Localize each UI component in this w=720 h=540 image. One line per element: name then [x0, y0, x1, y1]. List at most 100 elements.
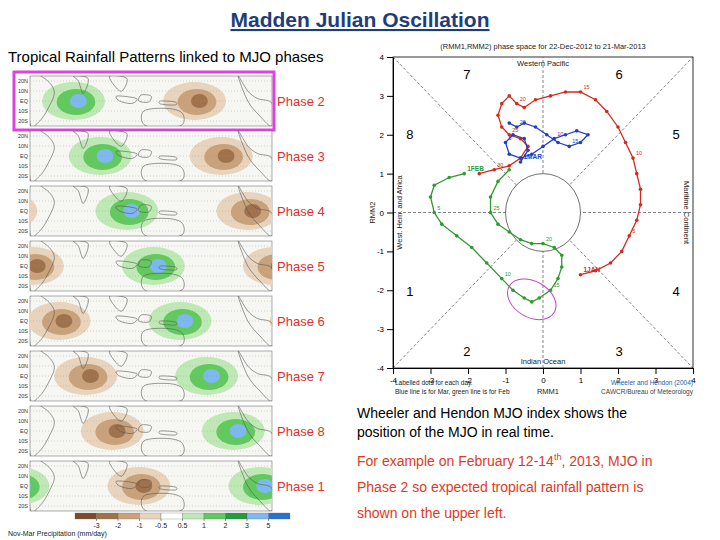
panel-title: Tropical Rainfall Patterns linked to MJO… — [8, 48, 323, 65]
day-dot — [507, 152, 511, 156]
tick-label: 1 — [579, 376, 584, 385]
latitude-label: 10S — [18, 273, 28, 279]
coastline — [109, 296, 127, 311]
colorbar-segment — [204, 513, 226, 519]
day-dot — [477, 172, 481, 176]
day-dot — [511, 133, 515, 137]
rainfall-panel: 20N10NEQ10S20SPhase 5 — [0, 238, 427, 293]
tick-mark — [618, 368, 619, 374]
day-dot — [530, 300, 534, 304]
latitude-line — [30, 156, 272, 157]
day-dot — [575, 129, 579, 133]
point-labels: 1JAN510152025301FEB5101520251MAR5101520 — [437, 84, 642, 288]
latitude-label: 10N — [18, 143, 28, 149]
colorbar-tick-label: 1 — [202, 522, 206, 529]
day-label: 5 — [509, 135, 512, 141]
highlight-ellipse — [500, 271, 563, 328]
day-dot — [537, 296, 541, 300]
colorbar-tick — [268, 519, 269, 521]
region-label: Maritime Continent — [682, 181, 691, 245]
latitude-label: 10N — [18, 253, 28, 259]
colorbar-segment — [118, 513, 140, 519]
rainfall-blobs — [30, 76, 272, 126]
coastline — [138, 95, 151, 103]
latitude-line — [30, 286, 272, 287]
coastline — [109, 406, 127, 421]
day-dot — [635, 218, 639, 222]
axis-tick: -4 — [377, 364, 393, 373]
tick-label: 4 — [380, 53, 385, 62]
latitude-line — [30, 136, 272, 137]
colorbar: -3-2-1-0.50.51235Nov-Mar Precipitation (… — [8, 513, 290, 538]
coastline — [159, 376, 177, 380]
phase-number: 8 — [406, 127, 413, 142]
coastline — [159, 156, 177, 160]
tick-mark — [387, 290, 393, 291]
panel-background — [30, 131, 272, 181]
day-dot — [579, 273, 583, 277]
colorbar-tick — [204, 519, 205, 521]
latitude-line — [30, 451, 272, 452]
colorbar-segment — [247, 513, 269, 519]
tick-mark — [468, 368, 469, 374]
colorbar-segment — [183, 513, 205, 519]
note-text: shown on the upper left. — [357, 505, 506, 521]
latitude-line — [30, 201, 272, 202]
tick-label: -1 — [502, 376, 510, 385]
colorbar-tick-label: 2 — [224, 522, 228, 529]
latitude-label: EQ — [20, 483, 29, 489]
latitude-line — [30, 176, 272, 177]
coastline — [159, 321, 177, 325]
latitude-line — [30, 231, 272, 232]
note-text: position of the MJO in real time. — [357, 424, 554, 440]
colorbar-segment — [75, 513, 97, 519]
latitude-line — [30, 386, 272, 387]
tick-mark — [581, 368, 582, 374]
note-text: For example on February 12-14 — [357, 453, 554, 469]
day-dot — [455, 234, 459, 238]
rainfall-anomaly — [30, 247, 64, 285]
day-dot — [560, 253, 564, 257]
day-dot — [489, 211, 493, 215]
latitude-line — [30, 276, 272, 277]
day-label: 20 — [520, 119, 526, 125]
colorbar-tick-label: -2 — [115, 522, 121, 529]
colorbar-tick-label: -1 — [136, 522, 142, 529]
trajectory-line — [431, 170, 562, 302]
phase-label: Phase 5 — [277, 259, 325, 274]
day-dot — [564, 90, 568, 94]
day-dot — [515, 102, 519, 106]
colorbar-tick-label: 3 — [245, 522, 249, 529]
day-dot — [631, 156, 635, 160]
coastline — [138, 150, 151, 158]
phase-number: 3 — [615, 344, 622, 359]
chart-title: (RMM1,RMM2) phase space for 22-Dec-2012 … — [440, 42, 646, 51]
latitude-label: EQ — [20, 373, 29, 379]
day-dot — [447, 176, 451, 180]
latitude-line — [30, 376, 272, 377]
latitude-label: 20N — [18, 133, 28, 139]
phase-number: 2 — [463, 344, 470, 359]
axis-tick: 3 — [380, 92, 393, 101]
coastline — [116, 261, 137, 269]
y-axis: -4-3-2-101234 — [377, 53, 394, 373]
latitude-label: EQ — [20, 98, 29, 104]
credit: Wheeler and Hendon (2004) — [611, 379, 693, 387]
latitude-line — [30, 91, 272, 92]
phase-label: Phase 8 — [277, 424, 325, 439]
latitude-line — [30, 81, 272, 82]
latitude-label: 20S — [18, 118, 28, 124]
latitude-label: 20N — [18, 188, 28, 194]
coastline — [116, 316, 137, 324]
tick-label: 0 — [380, 209, 385, 218]
day-label: 25 — [512, 127, 518, 133]
latitude-line — [30, 311, 272, 312]
day-dot — [489, 195, 493, 199]
latitude-line — [30, 321, 272, 322]
latitude-label: 10N — [18, 363, 28, 369]
colorbar-tick — [247, 519, 248, 521]
day-dot — [519, 156, 523, 160]
phase-divider — [393, 57, 693, 368]
day-dot — [500, 277, 504, 281]
phase-label: Phase 7 — [277, 369, 325, 384]
